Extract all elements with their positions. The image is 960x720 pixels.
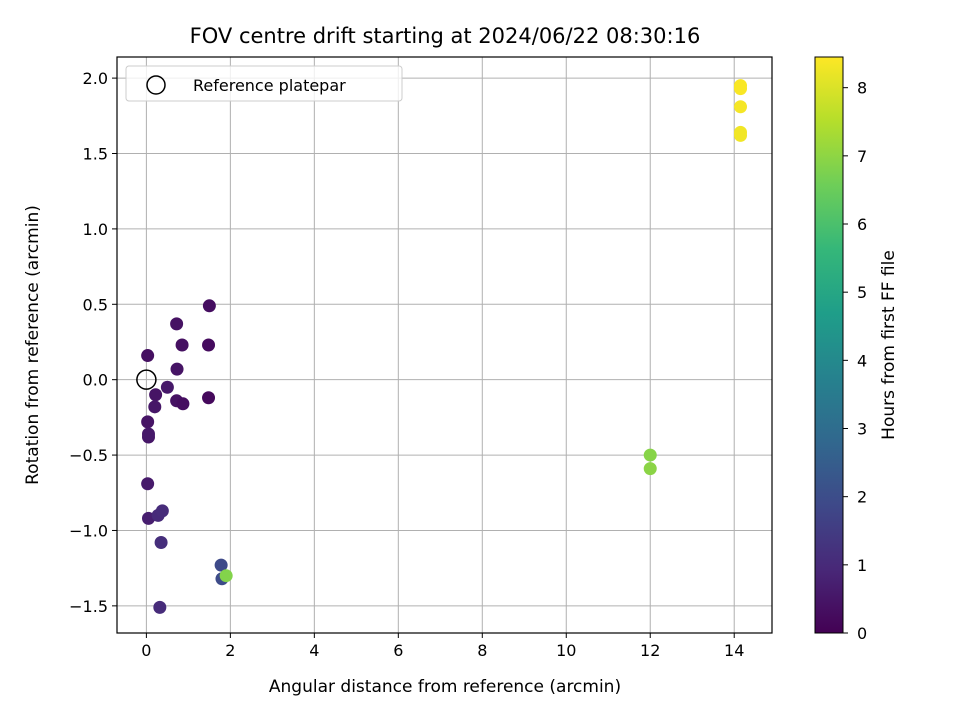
- scatter-point: [202, 299, 216, 313]
- scatter-point: [734, 100, 748, 114]
- x-tick-label: 8: [477, 641, 487, 660]
- scatter-point: [202, 391, 216, 405]
- colorbar: 0 1 2 3 4 5 6 7 8 Hours from first FF file: [814, 56, 899, 643]
- scatter-point: [202, 338, 216, 352]
- colorbar-tick-label: 2: [857, 488, 867, 507]
- scatter-point: [643, 462, 657, 476]
- x-tick-label: 6: [393, 641, 403, 660]
- reference-platepar-marker: [136, 369, 157, 390]
- scatter-point: [155, 504, 169, 518]
- scatter-point: [160, 380, 174, 394]
- colorbar-tick-label: 3: [857, 420, 867, 439]
- y-axis-ticks: −1.5 −1.0 −0.5 0.0 0.5 1.0 1.5 2.0: [69, 69, 117, 616]
- grid-lines: [117, 57, 772, 633]
- legend-reference-marker: [146, 75, 166, 95]
- colorbar-tick-label: 8: [857, 79, 867, 98]
- y-tick-label: 0.0: [83, 371, 108, 390]
- colorbar-tick-label: 1: [857, 556, 867, 575]
- colorbar-label: Hours from first FF file: [879, 250, 899, 440]
- legend-box: [125, 65, 403, 102]
- plot-area-frame: [116, 56, 773, 634]
- scatter-point: [170, 362, 184, 376]
- colorbar-ticks: 0 1 2 3 4 5 6 7 8: [843, 79, 867, 643]
- data-points: [141, 79, 748, 614]
- scatter-point: [154, 536, 168, 550]
- colorbar-tick-label: 4: [857, 351, 867, 370]
- y-tick-label: −1.0: [69, 521, 108, 540]
- scatter-point: [141, 415, 155, 429]
- scatter-point: [734, 82, 748, 96]
- scatter-point: [170, 317, 184, 331]
- y-tick-label: 1.0: [83, 220, 108, 239]
- scatter-point: [219, 569, 233, 583]
- colorbar-tick-label: 5: [857, 283, 867, 302]
- colorbar-tick-label: 6: [857, 215, 867, 234]
- scatter-point: [141, 427, 155, 441]
- y-tick-label: 0.5: [83, 295, 108, 314]
- colorbar-tick-label: 0: [857, 624, 867, 643]
- scatter-point: [175, 338, 189, 352]
- scatter-point: [176, 397, 190, 411]
- legend-entry-reference: Reference platepar: [193, 76, 346, 95]
- x-tick-label: 0: [141, 641, 151, 660]
- scatter-point: [214, 558, 228, 572]
- y-tick-label: −1.5: [69, 597, 108, 616]
- y-tick-label: 1.5: [83, 145, 108, 164]
- x-tick-label: 4: [309, 641, 319, 660]
- colorbar-tick-label: 7: [857, 147, 867, 166]
- scatter-point: [141, 349, 155, 363]
- legend: Reference platepar: [125, 65, 403, 102]
- scatter-point: [734, 128, 748, 142]
- scatter-point: [153, 600, 167, 614]
- x-axis-ticks: 0 2 4 6 8 10 12 14: [141, 633, 744, 660]
- chart-title: FOV centre drift starting at 2024/06/22 …: [190, 24, 701, 48]
- x-tick-label: 10: [556, 641, 576, 660]
- x-tick-label: 12: [640, 641, 660, 660]
- y-axis-label: Rotation from reference (arcmin): [23, 205, 43, 485]
- scatter-point: [141, 477, 155, 491]
- scatter-point: [148, 400, 162, 414]
- y-tick-label: −0.5: [69, 446, 108, 465]
- scatter-point: [149, 388, 163, 402]
- x-tick-label: 14: [724, 641, 744, 660]
- colorbar-gradient: [814, 56, 844, 634]
- x-tick-label: 2: [225, 641, 235, 660]
- y-tick-label: 2.0: [83, 69, 108, 88]
- x-axis-label: Angular distance from reference (arcmin): [269, 677, 621, 697]
- scatter-point: [643, 448, 657, 462]
